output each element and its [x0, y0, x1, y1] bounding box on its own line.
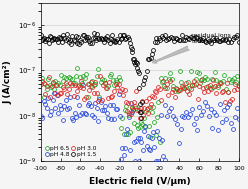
Text: residual ions
reduced: residual ions reduced	[152, 33, 231, 63]
pH 6.5	[149, 136, 152, 138]
pH 4.8	[188, 113, 191, 115]
pH 4.8	[237, 118, 240, 120]
pH 3.0	[237, 84, 240, 87]
pH 6.5	[226, 90, 229, 93]
pH 3.0	[193, 80, 196, 82]
pH 3.0	[98, 75, 101, 77]
pH 6.5	[76, 67, 79, 69]
Line: pH 3.0: pH 3.0	[39, 74, 241, 120]
pH 3.0	[125, 110, 128, 112]
pH 1.5	[186, 37, 189, 40]
pH 6.5	[158, 141, 161, 143]
pH 1.5	[139, 117, 142, 119]
Line: pH 4.8: pH 4.8	[39, 83, 241, 163]
pH 6.5	[237, 85, 240, 87]
Y-axis label: J (A/cm²): J (A/cm²)	[3, 60, 12, 104]
pH 3.0	[39, 83, 42, 85]
pH 4.8	[137, 160, 140, 162]
pH 6.5	[142, 117, 145, 119]
pH 4.8	[177, 142, 180, 144]
pH 3.0	[141, 100, 144, 102]
pH 6.5	[180, 81, 183, 83]
pH 4.8	[92, 116, 95, 118]
Line: pH 1.5: pH 1.5	[39, 32, 241, 120]
pH 1.5	[90, 42, 93, 44]
pH 4.8	[134, 160, 137, 162]
pH 3.0	[165, 83, 168, 85]
pH 1.5	[205, 41, 208, 43]
pH 1.5	[222, 38, 225, 40]
pH 3.0	[138, 117, 141, 119]
pH 4.8	[39, 115, 42, 118]
pH 1.5	[92, 32, 95, 35]
pH 1.5	[237, 41, 240, 43]
pH 6.5	[39, 83, 42, 85]
pH 6.5	[212, 86, 215, 89]
X-axis label: Electric field (V/μm): Electric field (V/μm)	[89, 177, 190, 186]
pH 1.5	[39, 34, 42, 36]
pH 4.8	[121, 147, 124, 149]
Line: pH 6.5: pH 6.5	[39, 66, 241, 144]
pH 6.5	[86, 96, 89, 98]
pH 1.5	[123, 34, 126, 36]
Legend: pH 6.5, pH 4.8, pH 3.0, pH 1.5: pH 6.5, pH 4.8, pH 3.0, pH 1.5	[44, 145, 97, 158]
pH 3.0	[94, 81, 97, 83]
pH 4.8	[160, 139, 163, 141]
pH 3.0	[182, 87, 185, 89]
pH 4.8	[82, 84, 85, 86]
pH 1.5	[173, 40, 176, 42]
